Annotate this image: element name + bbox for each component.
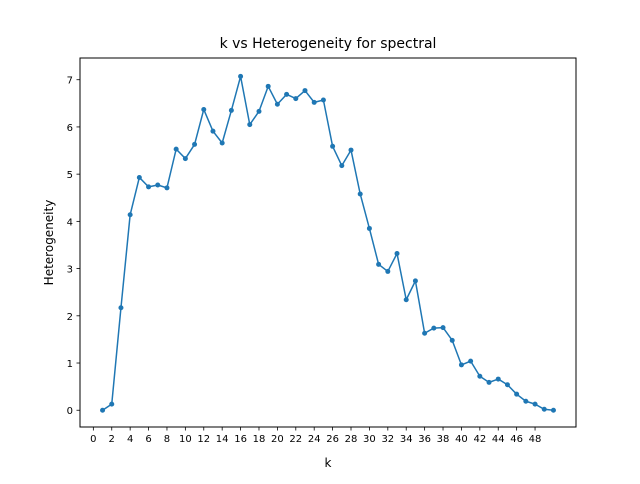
x-tick-label: 42 xyxy=(473,434,486,445)
y-tick-label: 4 xyxy=(67,217,73,228)
data-point xyxy=(330,143,336,149)
y-axis-label: Heterogeneity xyxy=(42,200,56,286)
data-point xyxy=(348,147,354,153)
data-point xyxy=(550,407,556,413)
x-tick-label: 36 xyxy=(418,434,431,445)
data-point xyxy=(192,141,198,147)
data-point xyxy=(100,407,106,413)
data-point xyxy=(228,107,234,113)
y-tick-label: 6 xyxy=(67,123,73,134)
data-point xyxy=(468,358,474,364)
data-point xyxy=(320,97,326,103)
x-tick-label: 16 xyxy=(234,434,247,445)
axes: 0 2 4 6 8 10 12 14 16 18 20 22 24 26 28 30 32 34 36 38 40 42 4… xyxy=(67,76,542,445)
series-1 xyxy=(100,73,556,413)
data-point xyxy=(403,297,409,303)
x-tick-label: 24 xyxy=(308,434,321,445)
x-tick-label: 8 xyxy=(164,434,170,445)
data-point xyxy=(293,96,299,102)
data-point xyxy=(173,146,179,152)
data-point xyxy=(366,225,372,231)
data-point xyxy=(118,305,124,311)
data-point xyxy=(164,185,170,191)
data-point xyxy=(210,128,216,134)
data-point xyxy=(265,83,271,89)
data-point xyxy=(385,268,391,274)
data-point xyxy=(541,406,547,412)
x-axis-label: k xyxy=(325,456,332,470)
x-tick-label: 12 xyxy=(197,434,210,445)
data-point xyxy=(238,73,244,79)
y-tick-label: 3 xyxy=(67,265,73,276)
x-tick-label: 4 xyxy=(127,434,133,445)
data-point xyxy=(523,398,529,404)
data-point xyxy=(504,382,510,388)
data-point xyxy=(486,379,492,385)
x-tick-label: 6 xyxy=(145,434,151,445)
data-point xyxy=(219,140,225,146)
data-point xyxy=(302,88,308,94)
x-tick-label: 44 xyxy=(492,434,505,445)
x-tick-label: 18 xyxy=(253,434,266,445)
chart-title: k vs Heterogeneity for spectral xyxy=(220,36,437,52)
x-tick-label: 14 xyxy=(216,434,229,445)
data-point xyxy=(431,325,437,331)
x-tick-label: 10 xyxy=(179,434,192,445)
x-tick-label: 30 xyxy=(363,434,376,445)
x-tick-label: 20 xyxy=(271,434,284,445)
data-point xyxy=(449,337,455,343)
data-point xyxy=(532,401,538,407)
data-point xyxy=(155,182,161,188)
data-point xyxy=(458,362,464,368)
x-tick-label: 22 xyxy=(289,434,302,445)
data-point xyxy=(136,174,142,180)
x-tick-label: 46 xyxy=(510,434,523,445)
x-tick-label: 38 xyxy=(437,434,450,445)
data-point xyxy=(412,278,418,284)
x-tick-label: 40 xyxy=(455,434,468,445)
data-point xyxy=(284,91,290,97)
data-point xyxy=(422,330,428,336)
x-tick-label: 28 xyxy=(345,434,358,445)
x-tick-label: 32 xyxy=(381,434,394,445)
data-point xyxy=(256,108,262,114)
y-tick-label: 1 xyxy=(67,359,73,370)
y-tick-label: 0 xyxy=(67,406,73,417)
x-tick-label: 48 xyxy=(529,434,542,445)
y-tick-label: 7 xyxy=(67,76,73,87)
data-point xyxy=(357,191,363,197)
data-point xyxy=(440,325,446,331)
data-point xyxy=(201,106,207,112)
data-point xyxy=(146,184,152,190)
data-point xyxy=(247,122,253,128)
x-tick-label: 26 xyxy=(326,434,339,445)
plot-frame xyxy=(79,57,577,428)
data-point xyxy=(477,373,483,379)
x-tick-label: 0 xyxy=(90,434,96,445)
data-point xyxy=(514,391,520,397)
x-tick-label: 34 xyxy=(400,434,413,445)
data-point xyxy=(376,261,382,267)
x-tick-label: 2 xyxy=(109,434,115,445)
data-point xyxy=(182,156,188,162)
data-point xyxy=(274,101,280,107)
data-point xyxy=(394,250,400,256)
data-point xyxy=(109,401,115,407)
data-point xyxy=(127,212,133,218)
data-point xyxy=(339,163,345,169)
data-point xyxy=(311,99,317,105)
y-tick-label: 5 xyxy=(67,170,73,181)
data-point xyxy=(495,376,501,382)
y-tick-label: 2 xyxy=(67,312,73,323)
